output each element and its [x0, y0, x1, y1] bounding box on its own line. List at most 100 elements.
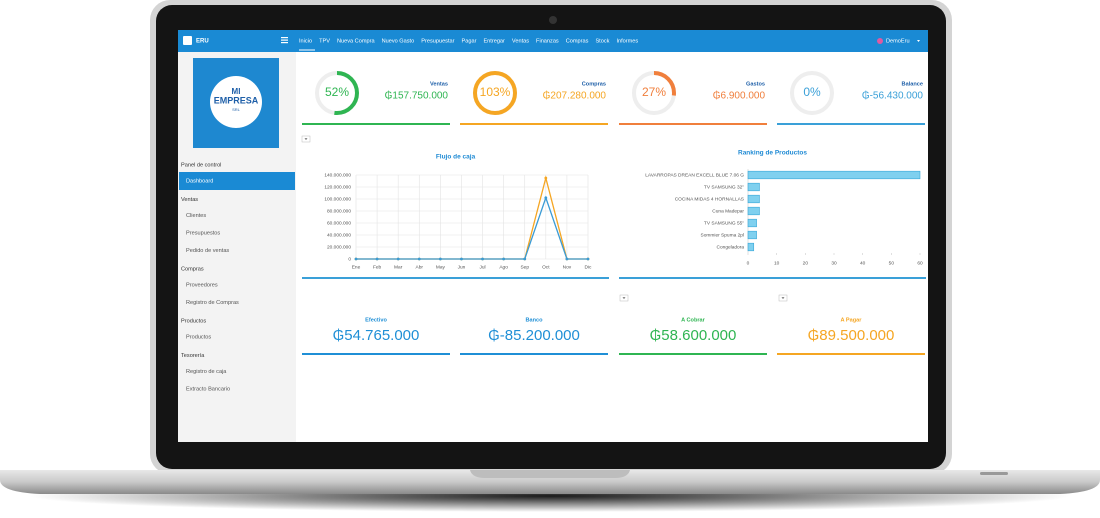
series-point	[375, 257, 379, 261]
gauge-arc	[315, 71, 359, 115]
kpi-underline	[460, 123, 608, 125]
total-amount: ₲54.765.000	[333, 327, 420, 344]
total-label: Efectivo	[365, 317, 387, 323]
chart-underline	[619, 277, 926, 279]
total-underline	[460, 353, 608, 355]
x-tick-label: Abr	[416, 264, 424, 270]
x-tick-label: 30	[831, 260, 837, 266]
x-tick-label: Sep	[520, 264, 529, 270]
x-tick-label: 0	[747, 260, 750, 266]
total-underline	[302, 353, 450, 355]
sidebar-item[interactable]: Pedido de ventas	[186, 248, 229, 254]
gauge-label: 0%	[803, 85, 821, 99]
x-tick-label: Feb	[373, 264, 382, 270]
bar	[747, 194, 760, 204]
sidebar-section: Panel de control	[181, 162, 221, 168]
series-point	[523, 257, 527, 261]
total-label: A Pagar	[841, 317, 863, 323]
kpi-amount: ₲-56.430.000	[862, 90, 924, 102]
kpi-label: Balance	[902, 81, 923, 87]
kpi-label: Compras	[582, 81, 606, 87]
y-tick-label: 40.000.000	[327, 232, 351, 238]
series-point	[460, 257, 463, 261]
series-point	[565, 257, 569, 261]
menu-toggle[interactable]	[281, 39, 288, 41]
nav-item[interactable]: TPV	[319, 38, 330, 44]
nav-item[interactable]: Ventas	[512, 38, 529, 44]
nav-item[interactable]: Informes	[616, 38, 638, 44]
x-tick-label: Jun	[458, 264, 466, 270]
kpi-label: Ventas	[430, 81, 448, 87]
collapse-icon	[304, 138, 308, 140]
kpi-label: Gastos	[746, 81, 765, 87]
nav-item[interactable]: Nuevo Gasto	[382, 38, 415, 44]
series-point	[586, 257, 590, 261]
sidebar-item[interactable]: Proveedores	[186, 282, 218, 288]
y-category-label: Congeladora	[717, 244, 745, 250]
user-icon[interactable]	[877, 38, 883, 44]
y-tick-label: 100.000.000	[324, 196, 351, 202]
y-tick-label: 80.000.000	[327, 208, 351, 214]
y-category-label: Cuna Madepar	[712, 208, 744, 214]
user-name[interactable]: DemoEru	[886, 38, 910, 44]
total-amount: ₲58.600.000	[650, 327, 737, 344]
x-tick-label: Ene	[352, 264, 361, 270]
sidebar-item[interactable]: Registro de Compras	[186, 300, 239, 306]
nav-item[interactable]: Finanzas	[536, 38, 559, 44]
nav-item[interactable]: Presupuestar	[421, 38, 454, 44]
sidebar-item[interactable]: Extracto Bancario	[186, 386, 230, 392]
total-amount: ₲89.500.000	[808, 327, 895, 344]
collapse-icon	[781, 297, 785, 299]
bar	[747, 170, 921, 180]
x-tick-label: May	[436, 264, 446, 270]
nav-item[interactable]: Stock	[595, 38, 609, 44]
nav-item[interactable]: Pagar	[462, 38, 477, 44]
series-point	[502, 257, 506, 261]
chart-underline	[302, 277, 609, 279]
y-category-label: COCINA MIDAS 4 HORNALLAS	[675, 196, 744, 202]
nav-item[interactable]: Entregar	[483, 38, 505, 44]
bar	[747, 206, 760, 216]
camera	[549, 16, 557, 24]
series-point	[544, 176, 548, 180]
sidebar-item[interactable]: Dashboard	[186, 178, 213, 184]
top-bar	[178, 30, 928, 52]
kpi-underline	[302, 123, 450, 125]
total-underline	[777, 353, 925, 355]
chart-title: Flujo de caja	[436, 154, 476, 161]
gauge-arc	[632, 71, 676, 115]
total-amount: ₲-85.200.000	[488, 327, 580, 344]
series-line	[356, 195, 588, 260]
sidebar-item[interactable]: Presupuestos	[186, 230, 220, 236]
kpi-underline	[777, 123, 925, 125]
x-tick-label: Ago	[499, 264, 508, 270]
menu-toggle[interactable]	[281, 37, 288, 39]
x-tick-label: 60	[917, 260, 923, 266]
sidebar-item[interactable]: Registro de caja	[186, 369, 227, 375]
series-point	[438, 257, 442, 261]
kpi-amount: ₲157.750.000	[385, 90, 449, 102]
series-point	[396, 257, 400, 261]
nav-item[interactable]: Inicio	[299, 38, 312, 44]
x-tick-label: Jul	[479, 264, 485, 270]
sidebar-item[interactable]: Productos	[186, 334, 211, 340]
y-category-label: TV SAMSUNG 55"	[704, 220, 744, 226]
logo-line3: SRL	[232, 107, 241, 112]
series-point	[544, 196, 548, 200]
nav-item[interactable]: Compras	[566, 38, 589, 44]
sidebar-item[interactable]: Clientes	[186, 213, 206, 219]
menu-toggle[interactable]	[281, 42, 288, 44]
brand-icon[interactable]	[183, 36, 192, 45]
x-tick-label: Mar	[394, 264, 403, 270]
notch	[470, 470, 630, 478]
brand[interactable]: ERU	[196, 39, 209, 45]
y-tick-label: 140.000.000	[324, 172, 351, 178]
series-point	[354, 257, 358, 261]
y-tick-label: 20.000.000	[327, 244, 351, 250]
sidebar-active[interactable]	[179, 172, 295, 190]
nav-item[interactable]: Nueva Compra	[337, 38, 376, 44]
x-tick-label: 40	[860, 260, 866, 266]
sidebar-section: Productos	[181, 318, 206, 324]
collapse-icon	[622, 297, 626, 299]
